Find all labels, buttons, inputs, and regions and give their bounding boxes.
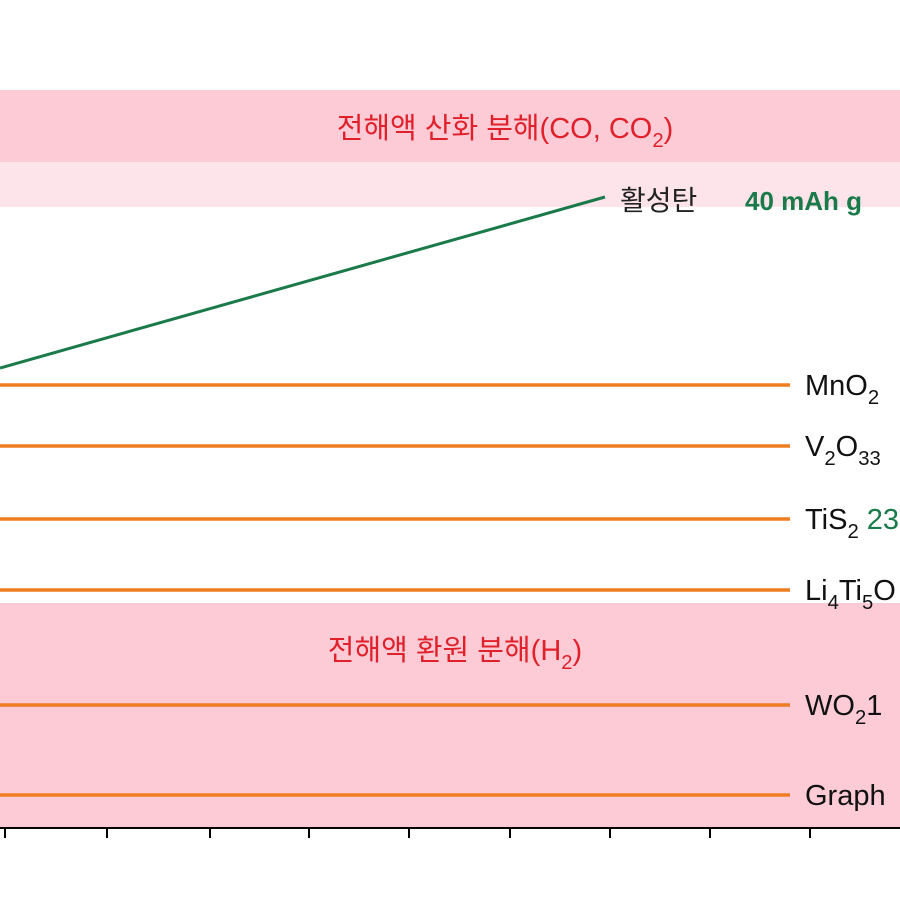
oxidation-band-light xyxy=(0,162,900,207)
carbon-name: 활성탄 xyxy=(620,185,697,216)
label-text: TiS xyxy=(805,504,847,536)
oxidation-band xyxy=(0,90,900,162)
subscript: 2 xyxy=(855,707,866,729)
subscript: 4 xyxy=(828,592,839,614)
label-text: 1 xyxy=(866,690,882,722)
label: V2O33 xyxy=(805,431,881,470)
label-text: 전해액 환원 분해(H xyxy=(328,635,561,667)
label-text: 23 xyxy=(859,504,899,536)
label: Li4Ti5O xyxy=(805,575,896,614)
label-text: Li xyxy=(805,575,828,607)
carbon-line xyxy=(0,195,606,370)
subscript: 33 xyxy=(858,448,881,470)
label-text: Ti xyxy=(839,575,862,607)
label: Graph xyxy=(805,780,886,812)
subscript: 2 xyxy=(868,387,879,409)
label: 전해액 산화 분해(CO, CO2) xyxy=(337,113,674,152)
label-text: O xyxy=(836,431,859,463)
reduction-band xyxy=(0,603,900,828)
label: TiS2 23 xyxy=(805,504,899,543)
subscript: 2 xyxy=(847,521,858,543)
subscript: 2 xyxy=(652,130,663,152)
axis-ticks xyxy=(4,828,811,838)
label-text: Graph xyxy=(805,780,886,812)
label: 전해액 환원 분해(H2) xyxy=(328,635,582,674)
label: WO21 xyxy=(805,690,882,729)
label-text: MnO xyxy=(805,370,868,402)
label-text: WO xyxy=(805,690,855,722)
label: MnO2 xyxy=(805,370,879,409)
subscript: 2 xyxy=(561,652,572,674)
subscript: 5 xyxy=(862,592,873,614)
label-text: V xyxy=(805,431,825,463)
label-text: ) xyxy=(573,635,583,667)
carbon-capacity: 40 mAh g xyxy=(745,186,862,216)
label-text: ) xyxy=(664,113,674,145)
label-text: 전해액 산화 분해(CO, CO xyxy=(337,113,653,145)
label-text: O xyxy=(873,575,896,607)
subscript: 2 xyxy=(824,448,835,470)
